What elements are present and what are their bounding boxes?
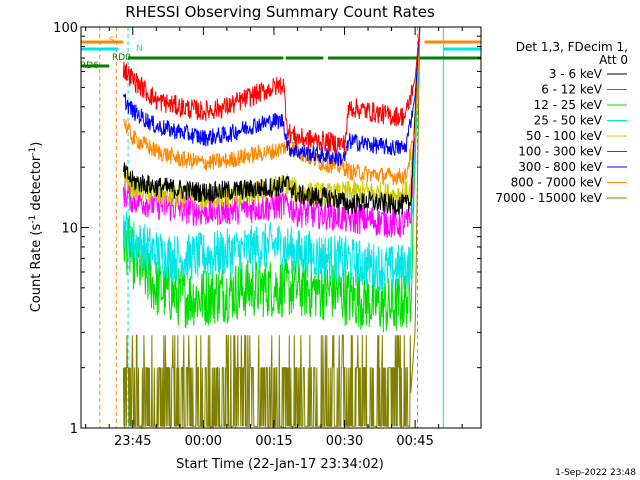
series-line-5: [122, 26, 421, 155]
flag-label-n: N: [136, 44, 143, 54]
legend-label-6: 300 - 800 keV: [518, 160, 602, 174]
legend-label-3: 25 - 50 keV: [534, 114, 603, 128]
y-tick-label-2: 100: [53, 21, 78, 36]
series-line-7: [123, 26, 421, 187]
flag-label-rd0: RD0: [112, 53, 131, 63]
legend-header-line1: Det 1,3, FDecim 1,: [516, 40, 628, 54]
x-axis-label: Start Time (22-Jan-17 23:34:02): [176, 457, 384, 472]
legend-header-line2: Att 0: [599, 53, 628, 67]
y-axis-label: Count Rate (s-1 detector-1): [28, 142, 44, 313]
series-line-2: [122, 26, 421, 333]
plot-area: S N RD0 RD6: [80, 26, 482, 430]
footer-date: 1-Sep-2022 23:48: [555, 468, 636, 478]
legend: Det 1,3, FDecim 1, Att 0 3 - 6 keV 6 - 12…: [495, 40, 628, 205]
series-line-0: [122, 26, 421, 216]
y-tick-label-1: 10: [61, 222, 78, 237]
chart-title: RHESSI Observing Summary Count Rates: [125, 3, 435, 21]
legend-label-7: 800 - 7000 keV: [511, 176, 603, 190]
x-tick-label-0: 23:45: [114, 434, 151, 449]
legend-label-0: 3 - 6 keV: [549, 67, 603, 81]
x-tick-label-4: 00:45: [396, 434, 433, 449]
x-tick-label-1: 00:00: [185, 434, 222, 449]
legend-label-8: 7000 - 15000 keV: [495, 191, 602, 205]
x-tick-label-2: 00:15: [255, 434, 292, 449]
y-tick-label-0: 1: [70, 422, 78, 437]
series-line-6: [122, 26, 421, 167]
legend-label-4: 50 - 100 keV: [526, 129, 603, 143]
flag-label-s: S: [109, 36, 115, 46]
flag-label-rd6: RD6: [80, 61, 99, 71]
series-line-8: [122, 26, 421, 430]
legend-label-1: 6 - 12 keV: [541, 83, 603, 97]
legend-label-5: 100 - 300 keV: [518, 145, 602, 159]
y-axis: 1 10 100: [53, 21, 481, 437]
legend-label-2: 12 - 25 keV: [534, 98, 603, 112]
x-tick-label-3: 00:30: [326, 434, 363, 449]
series-line-3: [122, 26, 421, 292]
x-axis: 23:45 00:00 00:15 00:30 00:45: [85, 27, 463, 449]
